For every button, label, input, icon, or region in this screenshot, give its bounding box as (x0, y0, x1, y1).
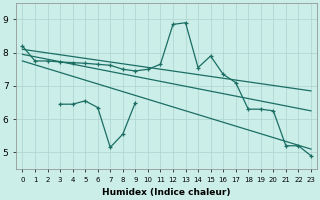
X-axis label: Humidex (Indice chaleur): Humidex (Indice chaleur) (102, 188, 231, 197)
